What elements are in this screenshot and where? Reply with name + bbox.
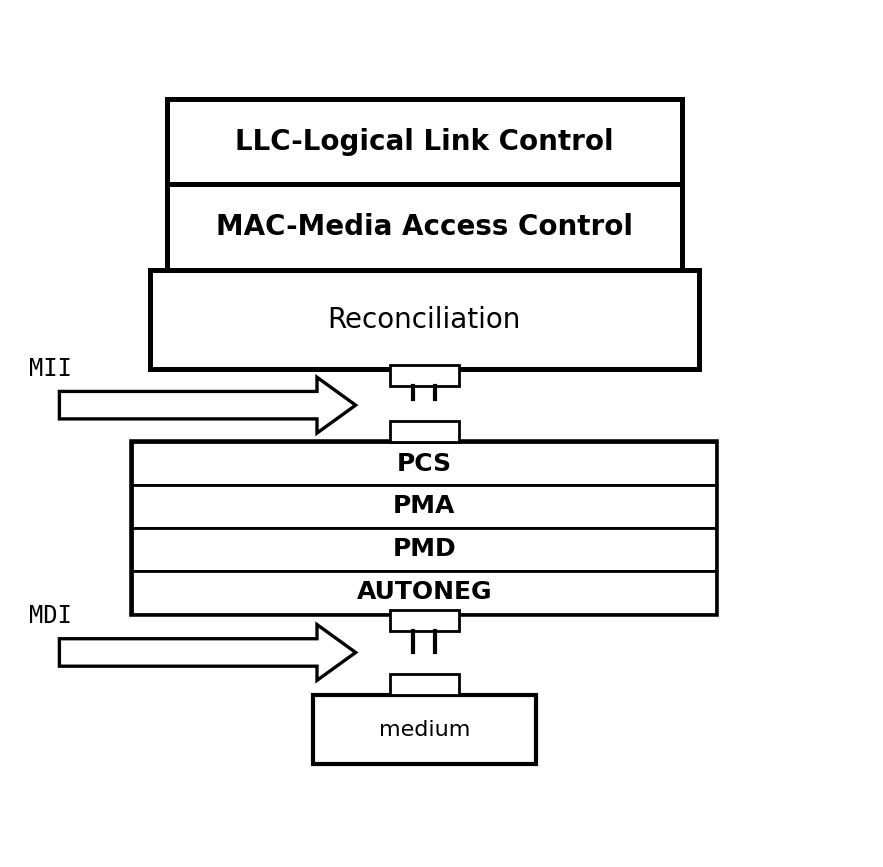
Text: MAC-Media Access Control: MAC-Media Access Control [215, 213, 633, 241]
Bar [132, 442, 716, 485]
Text: MDI: MDI [29, 604, 72, 629]
Text: LLC-Logical Link Control: LLC-Logical Link Control [235, 127, 614, 155]
Bar [167, 185, 682, 271]
Bar [313, 695, 536, 764]
Bar [132, 570, 716, 614]
Polygon shape [59, 377, 356, 434]
Text: Reconciliation: Reconciliation [328, 306, 521, 334]
Bar [390, 674, 458, 695]
Text: PCS: PCS [396, 452, 452, 476]
Bar [132, 485, 716, 528]
Bar [149, 271, 699, 369]
Bar [132, 442, 716, 614]
Bar [167, 99, 682, 185]
Bar [390, 420, 458, 442]
Text: medium: medium [379, 720, 470, 740]
Text: PMA: PMA [393, 494, 456, 518]
Text: PMD: PMD [393, 538, 457, 562]
Bar [132, 528, 716, 570]
Bar [390, 365, 458, 387]
Bar [390, 610, 458, 631]
Polygon shape [59, 624, 356, 681]
Text: MII: MII [29, 357, 72, 381]
Text: AUTONEG: AUTONEG [357, 580, 492, 604]
